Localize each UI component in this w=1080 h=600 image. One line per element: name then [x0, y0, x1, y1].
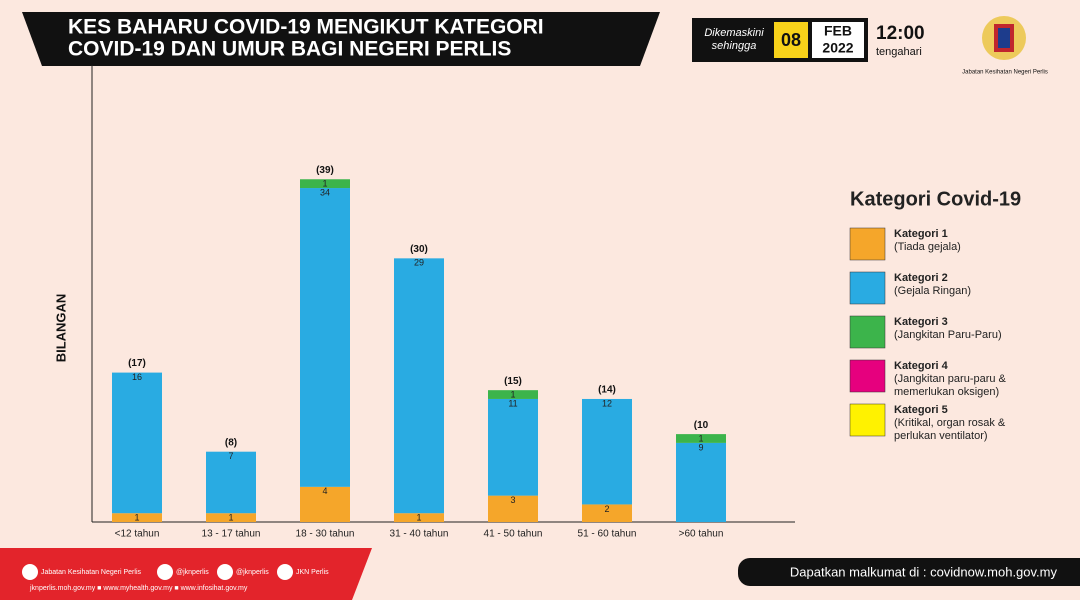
- legend-label: Kategori 4: [894, 360, 949, 372]
- segment-label: 2: [604, 504, 609, 514]
- bar-segment: [300, 486, 350, 522]
- legend-swatch: [849, 227, 886, 261]
- bar-segment: [206, 513, 256, 522]
- x-tick-label: 31 - 40 tahun: [390, 529, 449, 540]
- bar-segment: [582, 504, 632, 522]
- bar-segment: [488, 398, 538, 496]
- x-tick-label: 41 - 50 tahun: [484, 529, 543, 540]
- legend-swatch: [849, 271, 886, 305]
- social-handle: JKN Perlis: [296, 569, 329, 576]
- social-handle: @jknperlis: [176, 569, 209, 576]
- total-label: (8): [225, 437, 237, 448]
- bar-segment: [112, 513, 162, 522]
- agency: Jabatan Kesihatan Negeri Perlis: [962, 70, 1048, 76]
- social-icon: [217, 564, 233, 580]
- legend-swatch: [849, 359, 886, 393]
- total-label: (15): [504, 376, 522, 387]
- segment-label: 1: [134, 513, 139, 523]
- x-tick-label: 13 - 17 tahun: [202, 529, 261, 540]
- segment-label: 1: [698, 433, 703, 443]
- segment-label: 9: [698, 442, 703, 452]
- legend-description: (Tiada gejala): [894, 241, 961, 253]
- legend-description: (Kritikal, organ rosak & perlukan ventila…: [894, 417, 1006, 442]
- bar-segment: [582, 398, 632, 505]
- x-tick-label: 18 - 30 tahun: [296, 529, 355, 540]
- y-axis-label: BILANGAN: [53, 294, 68, 363]
- legend-description: (Jangkitan Paru-Paru): [894, 329, 1002, 341]
- updated-label: sehingga: [712, 40, 757, 52]
- bar-segment: [206, 451, 256, 514]
- info-text: Dapatkan malkumat di : covidnow.moh.gov.…: [790, 564, 1058, 579]
- total-label: (14): [598, 385, 616, 396]
- legend-swatch: [849, 315, 886, 349]
- time-note: tengahari: [876, 46, 922, 58]
- bar-segment: [676, 434, 726, 443]
- title: KES BAHARU COVID-19 MENGIKUT KATEGORI: [68, 16, 544, 39]
- segment-label: 1: [322, 179, 327, 189]
- day-box: [774, 22, 808, 58]
- segment-label: 11: [508, 398, 517, 408]
- legend-swatch: [849, 403, 886, 437]
- segment-label: 7: [228, 451, 233, 461]
- segment-label: 4: [322, 486, 327, 496]
- segment-label: 1: [416, 513, 421, 523]
- segment-label: 3: [510, 495, 515, 505]
- social-icon: [277, 564, 293, 580]
- social-handle: @jknperlis: [236, 569, 269, 576]
- footer-banner: [0, 548, 372, 600]
- bar-segment: [394, 258, 444, 514]
- legend-label: Kategori 2: [894, 272, 948, 284]
- x-tick-label: <12 tahun: [115, 529, 160, 540]
- segment-label: 12: [602, 398, 612, 408]
- social-handle: Jabatan Kesihatan Negeri Perlis: [41, 569, 142, 576]
- time: 12:00: [876, 23, 925, 44]
- segment-label: 29: [414, 258, 424, 268]
- legend-label: Kategori 5: [894, 404, 948, 416]
- legend-label: Kategori 1: [894, 228, 948, 240]
- bar-segment: [112, 372, 162, 514]
- total-label: (10: [694, 420, 709, 431]
- title: COVID-19 DAN UMUR BAGI NEGERI PERLIS: [68, 38, 511, 61]
- updated-label: Dikemaskini: [704, 27, 764, 39]
- total-label: (39): [316, 165, 334, 176]
- day: 08: [781, 30, 801, 50]
- title-banner: [22, 12, 660, 66]
- bar-segment: [300, 179, 350, 189]
- bar-segment: [488, 390, 538, 399]
- x-tick-label: >60 tahun: [679, 529, 724, 540]
- social-icon: [22, 564, 38, 580]
- month-box: [812, 22, 864, 58]
- segment-label: 1: [228, 513, 233, 523]
- segment-label: 16: [132, 372, 142, 382]
- bar-segment: [488, 495, 538, 522]
- month: FEB: [824, 23, 852, 39]
- legend-label: Kategori 3: [894, 316, 948, 328]
- websites: jknperlis.moh.gov.my ■ www.myhealth.gov.…: [29, 585, 248, 592]
- segment-label: 1: [510, 390, 515, 400]
- year: 2022: [822, 40, 853, 56]
- legend-title: Kategori Covid-19: [850, 188, 1021, 210]
- legend-description: (Gejala Ringan): [894, 285, 971, 297]
- logo: [982, 16, 1026, 60]
- bar-segment: [676, 442, 726, 522]
- total-label: (30): [410, 244, 428, 255]
- legend-description: (Jangkitan paru-paru & memerlukan oksigen…: [894, 373, 1007, 398]
- x-tick-label: 51 - 60 tahun: [578, 529, 637, 540]
- social-icon: [157, 564, 173, 580]
- segment-label: 34: [320, 187, 330, 197]
- info-bar: [738, 558, 1080, 586]
- bar-segment: [300, 188, 350, 487]
- bar-segment: [394, 513, 444, 522]
- total-label: (17): [128, 358, 146, 369]
